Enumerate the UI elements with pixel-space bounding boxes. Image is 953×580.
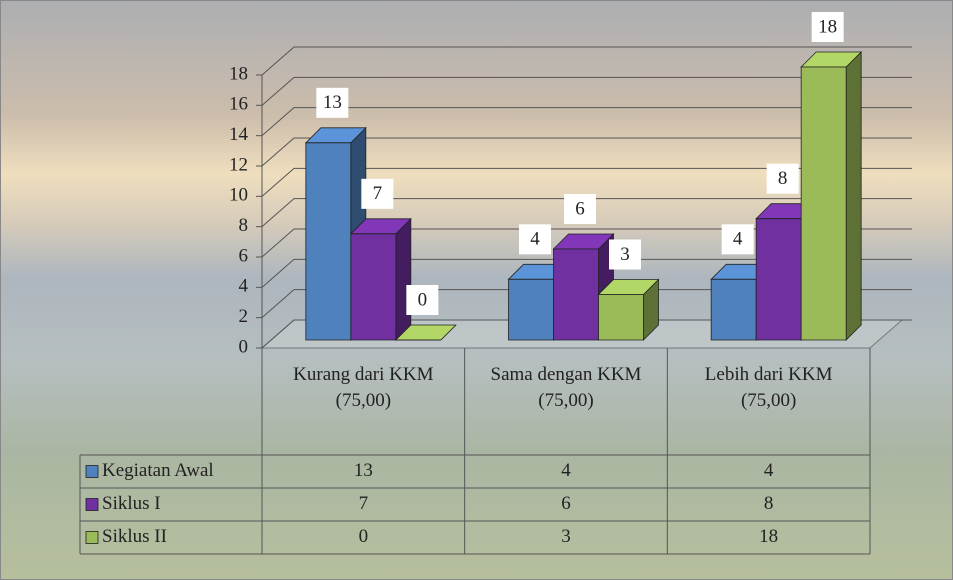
table-value: 4 [764, 460, 774, 481]
data-label: 3 [620, 244, 630, 265]
bar-face [554, 249, 599, 340]
data-label: 4 [530, 229, 540, 250]
y-tick-label: 6 [239, 245, 249, 266]
table-value: 6 [561, 493, 571, 514]
bar-face [396, 219, 411, 340]
y-tick-label: 14 [229, 124, 249, 145]
y-tick-label: 10 [229, 185, 248, 206]
bar-face [351, 234, 396, 340]
bar-face [801, 67, 846, 340]
table-value: 4 [561, 460, 571, 481]
bar-face [306, 143, 351, 340]
table-value: 7 [359, 493, 369, 514]
y-tick-label: 18 [229, 63, 248, 84]
y-tick-label: 12 [229, 154, 248, 175]
y-tick-label: 8 [239, 215, 249, 236]
data-label: 18 [818, 16, 837, 37]
bar-face [846, 52, 861, 340]
bar [801, 52, 861, 340]
y-tick-label: 0 [239, 336, 249, 357]
x-tick-label: Sama dengan KKM (75,00) [485, 362, 648, 414]
table-value: 8 [764, 493, 774, 514]
legend-label: Kegiatan Awal [102, 460, 214, 481]
data-label: 6 [575, 198, 585, 219]
bar-face [711, 279, 756, 340]
table-value: 0 [359, 526, 369, 547]
legend-label: Siklus I [102, 493, 161, 514]
bar [351, 219, 411, 340]
bar-face [756, 219, 801, 340]
table-value: 13 [354, 460, 373, 481]
page: 0 2 4 6 8 10 12 14 16 18 13 7 0 4 6 3 4 8 18 Kegiatan Awal 1… [0, 0, 953, 580]
legend-label: Siklus II [102, 526, 167, 547]
data-label: 7 [373, 183, 383, 204]
legend-swatch [86, 466, 98, 478]
bar [599, 280, 659, 341]
table-value: 18 [759, 526, 778, 547]
y-tick-label: 4 [239, 276, 249, 297]
x-tick-label: Lebih dari KKM (75,00) [687, 362, 850, 414]
data-label: 8 [778, 168, 788, 189]
bar-face [509, 279, 554, 340]
data-label: 4 [733, 229, 743, 250]
bar-face [599, 295, 644, 341]
x-tick-label: Kurang dari KKM (75,00) [282, 362, 445, 414]
legend-swatch [86, 532, 98, 544]
data-label: 0 [418, 289, 428, 310]
table-value: 3 [561, 526, 571, 547]
y-tick-label: 2 [239, 306, 249, 327]
data-label: 13 [323, 92, 342, 113]
legend-swatch [86, 499, 98, 511]
y-tick-label: 16 [229, 94, 248, 115]
chart: 0 2 4 6 8 10 12 14 16 18 13 7 0 4 6 3 4 8 18 Kegiatan Awal 1… [0, 0, 953, 580]
